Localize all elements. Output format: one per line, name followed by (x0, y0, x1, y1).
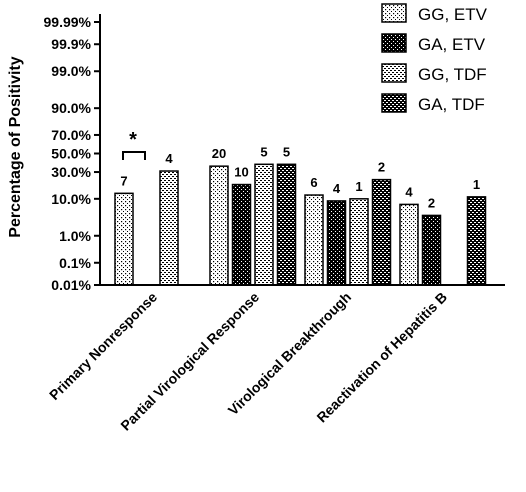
data-label: 20 (212, 146, 226, 161)
data-label: 5 (283, 144, 290, 159)
legend-swatch (381, 3, 407, 23)
y-axis-label: Percentage of Positivity (7, 56, 24, 237)
data-label: 4 (165, 151, 173, 166)
significance-bracket-line (122, 151, 146, 160)
bar (421, 214, 442, 286)
y-tick-label: 99.99% (44, 14, 92, 30)
significance-star: * (129, 129, 137, 151)
bar (371, 178, 392, 286)
bar (159, 170, 179, 286)
data-label: 2 (428, 195, 435, 210)
y-tick-label: 90.0% (51, 100, 91, 116)
legend-label: GA, ETV (418, 35, 486, 54)
data-label: 2 (378, 160, 385, 175)
y-tick-label: 70.0% (51, 127, 91, 143)
data-label: 10 (234, 165, 248, 180)
bars (114, 163, 487, 286)
y-tick-label: 1.0% (59, 228, 91, 244)
bar (349, 198, 369, 286)
y-tick-label: 30.0% (51, 164, 91, 180)
y-tick-label: 99.9% (51, 36, 91, 52)
bar (254, 163, 274, 286)
legend: GG, ETV GA, ETV GG, TDF GA, TDF (381, 3, 488, 114)
legend-label: GG, ETV (418, 5, 488, 24)
bar (209, 165, 229, 286)
y-tick-label: 0.1% (59, 255, 91, 271)
bar (399, 203, 419, 286)
bar (114, 192, 134, 286)
data-label: 4 (333, 181, 341, 196)
y-tick-label: 99.0% (51, 63, 91, 79)
y-tick-label: 0.01% (51, 277, 91, 293)
data-label: 4 (405, 184, 413, 199)
y-tick-label: 10.0% (51, 191, 91, 207)
x-category-label: Primary Nonresponse (46, 289, 160, 403)
bar (326, 200, 347, 286)
data-label: 5 (260, 144, 267, 159)
legend-label: GA, TDF (418, 95, 485, 114)
y-axis-ticks: 0.01% 0.1% 1.0% 10.0% 30.0% 50.0% 70.0% 90.0% 99… (44, 14, 100, 293)
legend-swatch (381, 63, 407, 83)
legend-label: GG, TDF (418, 65, 487, 84)
significance-bracket: * (122, 129, 146, 160)
legend-swatch (381, 33, 407, 53)
bar (231, 183, 252, 286)
data-label: 7 (120, 173, 127, 188)
data-label: 6 (310, 175, 317, 190)
legend-swatch (381, 93, 407, 113)
bar (276, 163, 297, 286)
data-label: 1 (355, 179, 362, 194)
bar (466, 196, 487, 286)
bar (304, 194, 324, 286)
data-label: 1 (473, 177, 480, 192)
y-tick-label: 50.0% (51, 146, 91, 162)
